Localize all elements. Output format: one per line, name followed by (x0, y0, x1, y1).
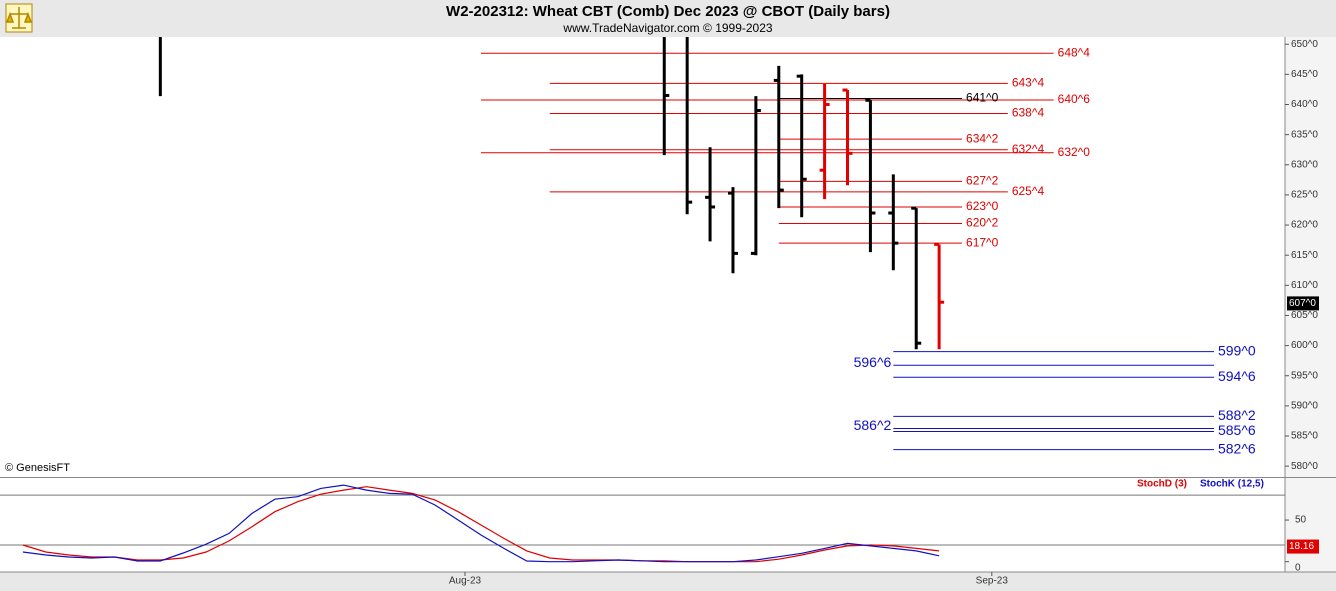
last-price-label: 607^0 (1289, 298, 1316, 309)
legend-entry: StochK (12,5) (1200, 479, 1264, 490)
level-label: 596^6 (854, 354, 892, 370)
y-tick-label: 580^0 (1291, 461, 1318, 472)
level-label: 632^4 (1012, 142, 1045, 156)
date-bar (0, 572, 1336, 591)
level-label: 640^6 (1058, 92, 1091, 106)
level-label: 623^0 (966, 199, 999, 213)
level-label: 594^6 (1218, 368, 1256, 384)
y-tick-label: 50 (1295, 515, 1307, 526)
y-tick-label: 600^0 (1291, 340, 1318, 351)
legend-entry: StochD (3) (1137, 479, 1187, 490)
level-label: 632^0 (1058, 145, 1091, 159)
stoch-line (22, 484, 940, 563)
y-tick-label: 625^0 (1291, 190, 1318, 201)
level-label: 599^0 (1218, 342, 1256, 358)
level-label: 625^4 (1012, 184, 1045, 198)
level-label: 643^4 (1012, 76, 1045, 90)
level-label: 588^2 (1218, 407, 1256, 423)
y-tick-label: 645^0 (1291, 69, 1318, 80)
level-label: 620^2 (966, 216, 999, 230)
last-value-label: 18.16 (1289, 541, 1314, 552)
level-label: 648^4 (1058, 45, 1091, 59)
y-tick-label: 635^0 (1291, 129, 1318, 140)
level-label: 638^4 (1012, 106, 1045, 120)
level-label: 627^2 (966, 174, 999, 188)
level-label: 617^0 (966, 235, 999, 249)
y-tick-label: 590^0 (1291, 401, 1318, 412)
y-tick-label: 595^0 (1291, 370, 1318, 381)
price-plot (158, 37, 1214, 451)
level-label: 585^6 (1218, 422, 1256, 438)
level-label: 641^0 (966, 91, 999, 105)
x-tick-label: Aug-23 (449, 576, 482, 587)
title-bar (0, 0, 1336, 37)
y-tick-label: 620^0 (1291, 220, 1318, 231)
chart-title: W2-202312: Wheat CBT (Comb) Dec 2023 @ C… (446, 3, 890, 20)
logo (5, 3, 33, 33)
level-label: 586^2 (854, 417, 892, 433)
y-tick-label: 610^0 (1291, 280, 1318, 291)
last-value-box (1287, 539, 1319, 554)
chart-subtitle: www.TradeNavigator.com © 1999-2023 (562, 21, 772, 35)
y-tick-label: 605^0 (1291, 310, 1318, 321)
level-label: 634^2 (966, 131, 999, 145)
y-tick-label: 585^0 (1291, 431, 1318, 442)
level-label: 582^6 (1218, 440, 1256, 456)
y-tick-label: 640^0 (1291, 99, 1318, 110)
y-tick-label: 0 (1295, 562, 1301, 573)
watermark: © GenesisFT (5, 462, 70, 474)
y-tick-label: 630^0 (1291, 159, 1318, 170)
y-tick-label: 650^0 (1291, 39, 1318, 50)
x-tick-label: Sep-23 (976, 576, 1009, 587)
y-tick-label: 615^0 (1291, 250, 1318, 261)
last-price-box (1287, 296, 1319, 311)
stoch-line (22, 486, 940, 563)
